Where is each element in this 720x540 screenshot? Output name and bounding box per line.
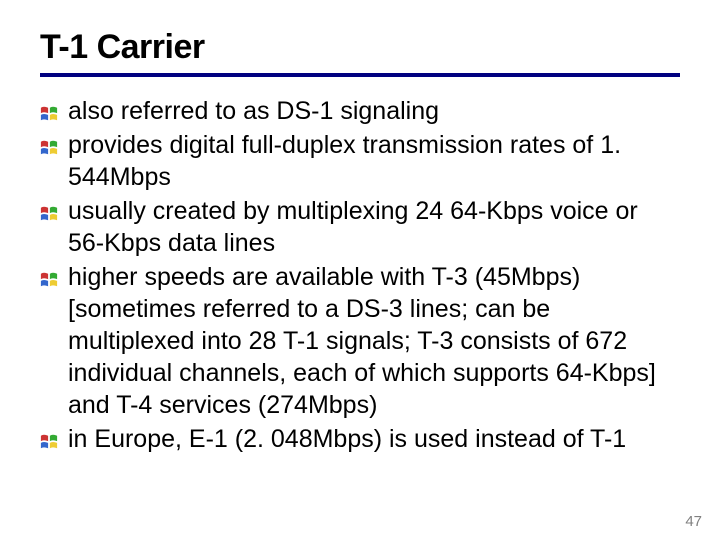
windows-logo-icon	[40, 427, 58, 445]
windows-logo-icon	[40, 133, 58, 151]
list-item: provides digital full-duplex transmissio…	[40, 129, 680, 193]
bullet-text: also referred to as DS-1 signaling	[68, 97, 439, 125]
windows-logo-icon	[40, 199, 58, 217]
list-item: usually created by multiplexing 24 64-Kb…	[40, 195, 680, 259]
page-number: 47	[685, 513, 702, 530]
list-item: also referred to as DS-1 signaling	[40, 95, 680, 127]
windows-logo-icon	[40, 265, 58, 283]
bullet-text: usually created by multiplexing 24 64-Kb…	[68, 197, 638, 257]
list-item: in Europe, E-1 (2. 048Mbps) is used inst…	[40, 423, 680, 455]
title-underline	[40, 73, 680, 77]
slide: T-1 Carrier also referred to as DS-1 sig…	[0, 0, 720, 540]
list-item: higher speeds are available with T-3 (45…	[40, 261, 680, 421]
slide-title: T-1 Carrier	[40, 28, 680, 67]
bullet-text: provides digital full-duplex transmissio…	[68, 131, 621, 191]
bullet-text: in Europe, E-1 (2. 048Mbps) is used inst…	[68, 425, 626, 453]
bullet-text: higher speeds are available with T-3 (45…	[68, 263, 656, 419]
bullet-list: also referred to as DS-1 signaling provi…	[40, 95, 680, 455]
windows-logo-icon	[40, 99, 58, 117]
